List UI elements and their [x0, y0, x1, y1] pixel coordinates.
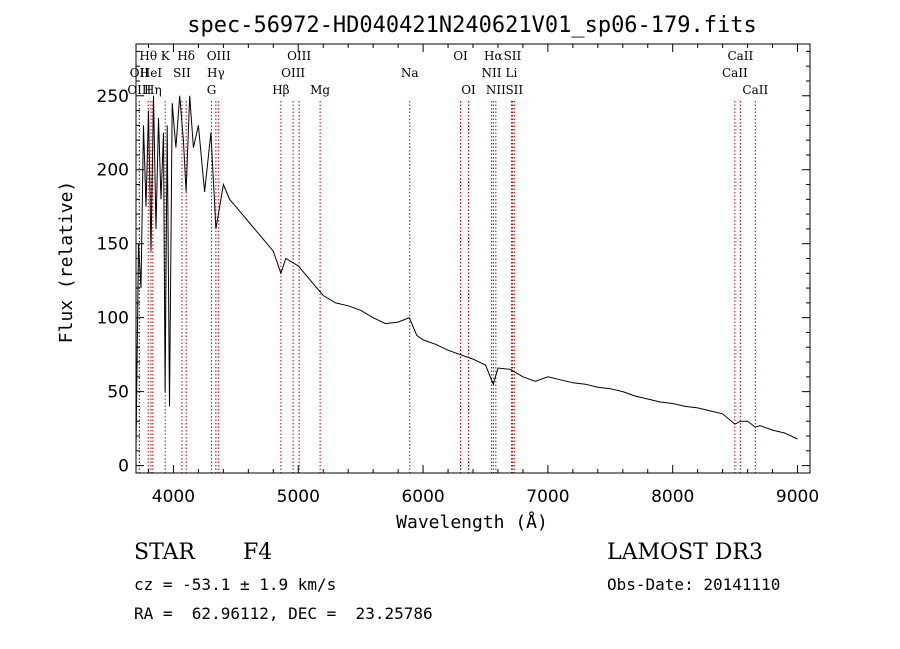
spectral-line-label-24: CaII — [727, 49, 753, 63]
spectral-line-label-5: K — [161, 49, 171, 63]
spectral-line-label-22: NII — [486, 83, 506, 97]
object-class: STAR — [134, 540, 195, 565]
spectral-line-label-14: Mg — [310, 83, 330, 97]
chart-title: spec-56972-HD040421N240621V01_sp06-179.f… — [187, 13, 757, 38]
coordinates: RA = 62.96112, DEC = 23.25786 — [134, 604, 433, 623]
spectral-line-label-15: Na — [401, 66, 419, 80]
x-axis-label: Wavelength (Å) — [396, 511, 548, 533]
spectral-line-label-0: Hθ — [139, 49, 157, 63]
spectral-line-label-19: SII — [504, 49, 522, 63]
spectral-line-label-12: OIII — [287, 49, 311, 63]
spectral-line-label-16: OI — [453, 49, 468, 63]
series-line-0 — [135, 95, 798, 451]
y-tick-label-1: 50 — [107, 383, 129, 403]
axis-ticks: 4000 5000 6000 7000 8000 9000 0 50 100 150 200 250 — [97, 44, 819, 507]
series-layer — [135, 95, 798, 451]
y-tick-label-0: 0 — [118, 457, 129, 477]
y-tick-label-5: 250 — [97, 87, 129, 107]
spectral-line-label-17: OI — [461, 83, 476, 97]
spectral-line-label-8: OIII — [207, 49, 231, 63]
spectral-line-label-26: CaII — [742, 83, 768, 97]
spectral-line-label-11: Hβ — [272, 83, 289, 97]
spectral-line-label-4: Hη — [144, 83, 162, 97]
x-tick-label-5: 9000 — [776, 487, 819, 507]
spectral-line-label-23: SII — [505, 83, 523, 97]
spectral-line-label-6: SII — [173, 66, 191, 80]
spectral-line-label-9: Hγ — [207, 66, 225, 80]
observation-date: Obs-Date: 20141110 — [607, 575, 781, 594]
x-tick-label-0: 4000 — [152, 487, 195, 507]
y-tick-label-4: 200 — [97, 161, 129, 181]
redshift-velocity: cz = -53.1 ± 1.9 km/s — [134, 575, 337, 594]
spectral-line-label-10: G — [207, 83, 217, 97]
y-axis-label: Flux (relative) — [56, 181, 77, 344]
spectral-line-label-7: Hδ — [177, 49, 195, 63]
survey-name: LAMOST DR3 — [607, 540, 763, 565]
spectral-line-label-21: Li — [506, 66, 518, 80]
spectral-line-label-2: HeI — [140, 66, 163, 80]
x-tick-label-3: 7000 — [526, 487, 569, 507]
spectral-line-label-3: OIII — [127, 83, 151, 97]
spectral-line-label-18: Hα — [484, 49, 503, 63]
x-tick-label-2: 6000 — [401, 487, 444, 507]
object-subclass: F4 — [243, 540, 273, 565]
plot-frame — [135, 43, 811, 474]
spectral-line-label-20: NII — [481, 66, 501, 80]
y-tick-label-3: 150 — [97, 235, 129, 255]
spectral-line-label-1: OII — [130, 66, 150, 80]
spectral-line-label-13: OIII — [281, 66, 305, 80]
y-tick-label-2: 100 — [97, 309, 129, 329]
x-tick-label-1: 5000 — [277, 487, 320, 507]
spectral-line-label-25: CaII — [722, 66, 748, 80]
x-tick-label-4: 8000 — [651, 487, 694, 507]
